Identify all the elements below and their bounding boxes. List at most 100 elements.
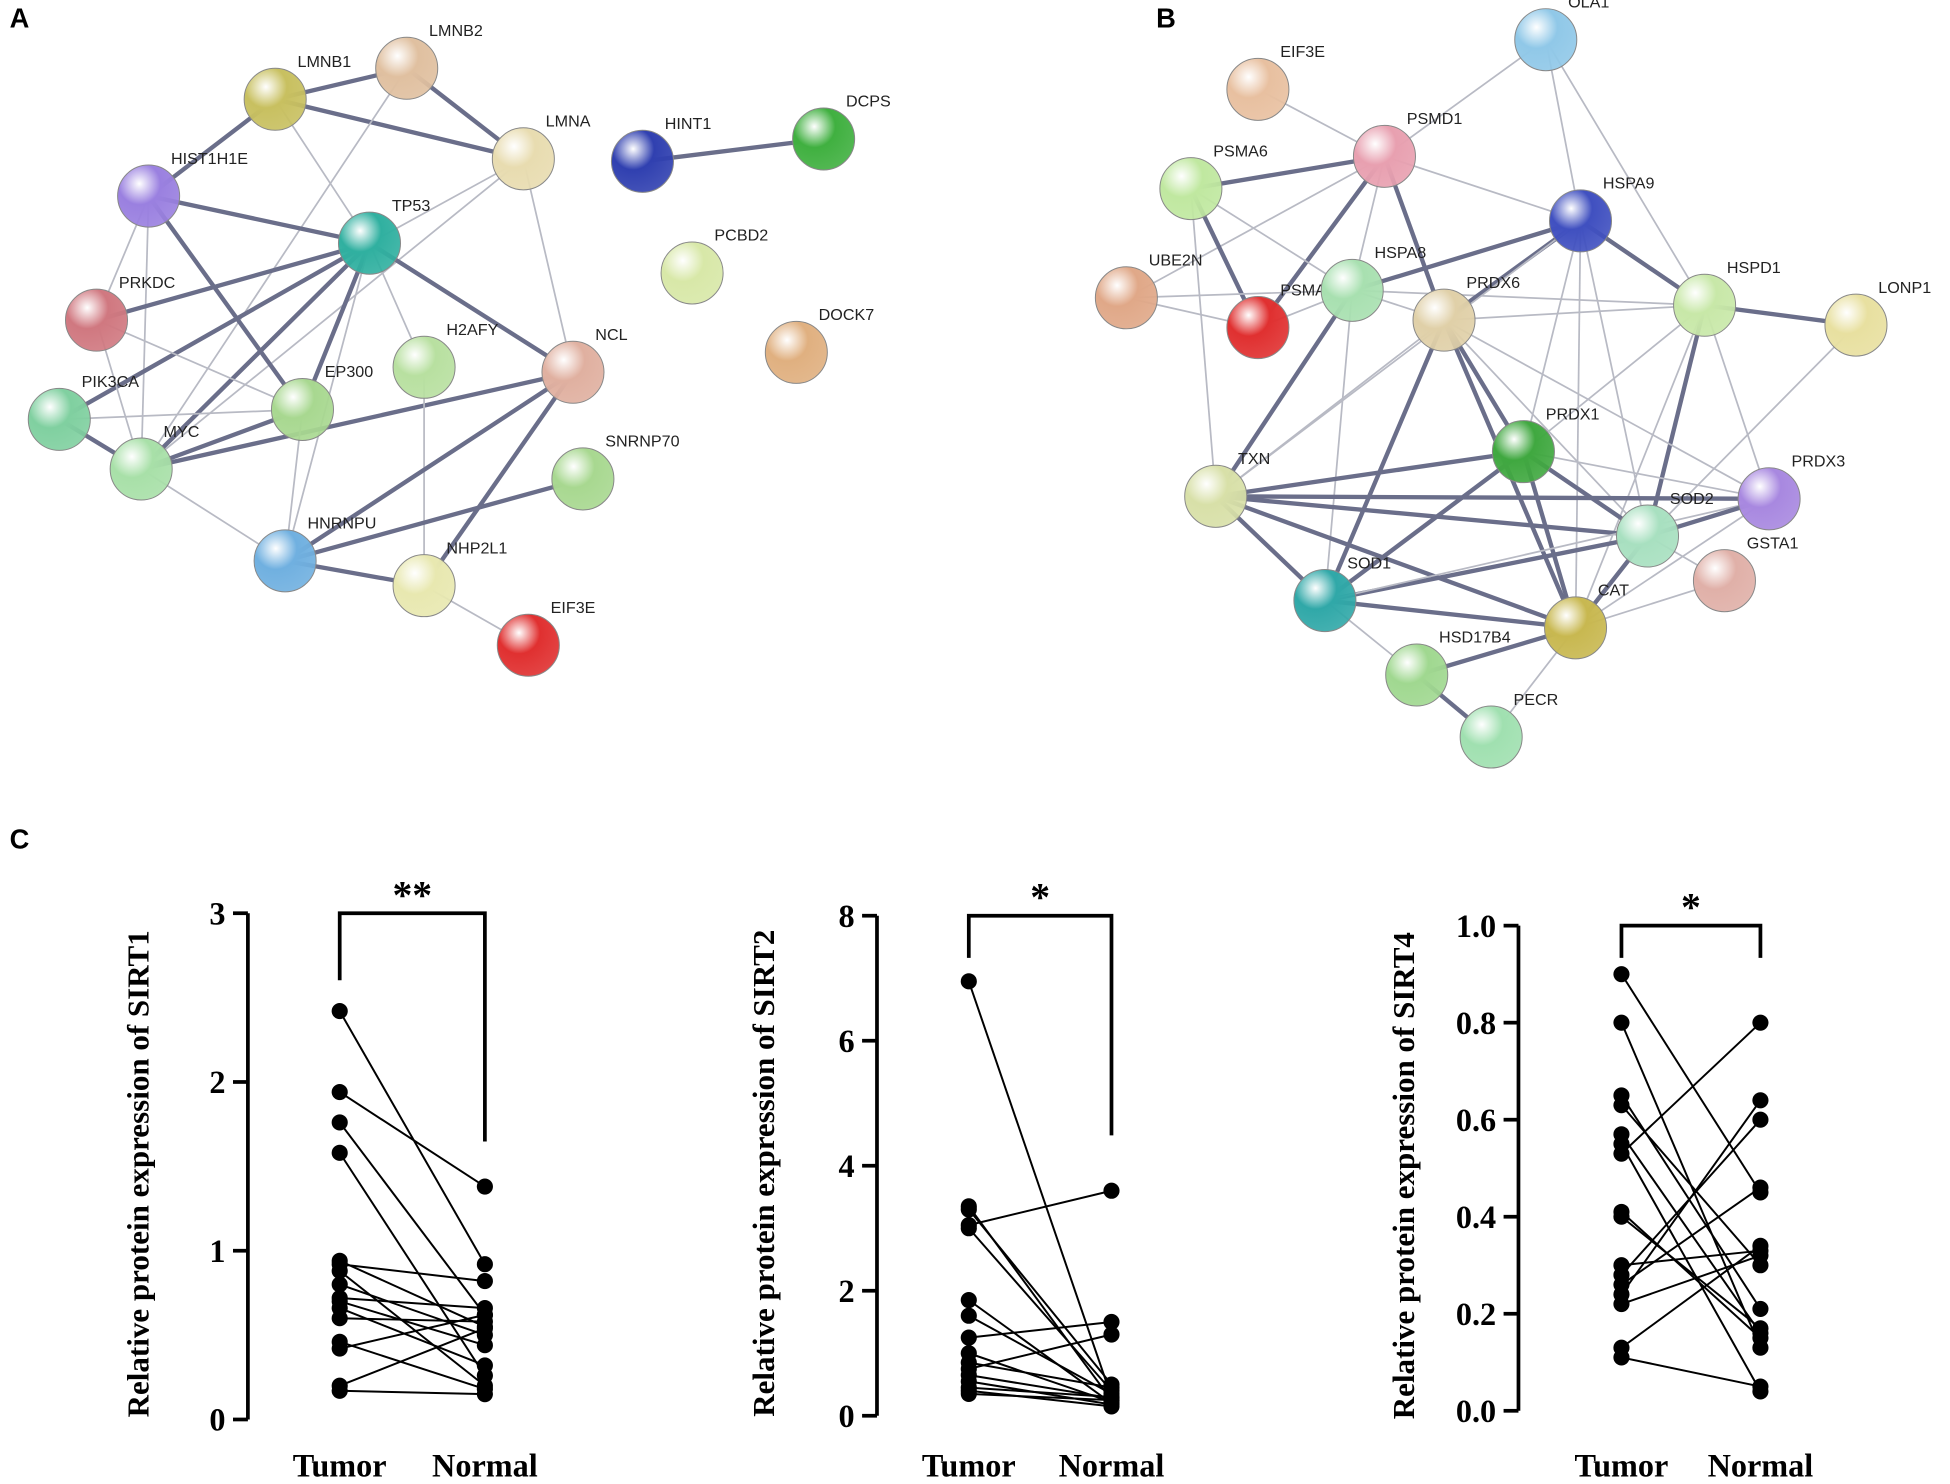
pair-line	[968, 1392, 1112, 1402]
node-label: HSD17B4	[1439, 629, 1511, 647]
node-label: HSPA8	[1375, 244, 1427, 262]
point	[960, 1385, 977, 1402]
node-label: EIF3E	[551, 599, 596, 617]
panel-label: A	[10, 2, 30, 33]
node-label: PRKDC	[119, 274, 176, 292]
edge	[1126, 289, 1353, 299]
y-tick-label: 1	[209, 1233, 225, 1269]
x-tick-label: Tumor	[922, 1448, 1016, 1484]
y-tick-label: 2	[839, 1273, 855, 1309]
node	[1615, 504, 1680, 568]
y-axis-label: Relative protein expression of SIRT4	[1386, 932, 1421, 1419]
point	[1103, 1313, 1120, 1331]
pair-line	[968, 1208, 1113, 1386]
node	[660, 241, 724, 305]
node-label: DCPS	[846, 93, 891, 111]
point	[331, 1340, 348, 1357]
point	[1752, 1300, 1769, 1317]
node	[27, 387, 91, 451]
edge	[1351, 218, 1582, 293]
edge	[96, 319, 303, 411]
y-tick-label: 8	[839, 898, 855, 934]
edge	[1545, 39, 1706, 306]
node	[1293, 569, 1357, 633]
node-label: TP53	[392, 197, 431, 215]
significance-bracket	[966, 913, 1114, 1136]
point	[960, 1220, 977, 1237]
node	[1412, 288, 1476, 352]
y-tick-label: 0.4	[1456, 1199, 1496, 1235]
node-label: LONP1	[1878, 279, 1931, 297]
node	[541, 340, 605, 404]
y-tick-label: 0.6	[1456, 1102, 1496, 1138]
x-tick-label: Normal	[1708, 1448, 1814, 1484]
pair-line	[339, 1340, 486, 1391]
edge	[1190, 154, 1385, 191]
node-label: TXN	[1238, 450, 1270, 468]
node	[253, 529, 317, 593]
edge	[1190, 188, 1217, 497]
point	[1613, 1097, 1630, 1114]
y-tick-label: 0.8	[1456, 1005, 1496, 1041]
node-label: NHP2L1	[446, 539, 507, 557]
node	[375, 36, 439, 100]
y-tick-label: 1.0	[1456, 908, 1496, 944]
edge	[1324, 598, 1576, 631]
edge	[1324, 497, 1770, 602]
node	[1548, 189, 1613, 253]
node	[610, 129, 674, 193]
pair-line	[339, 1300, 486, 1347]
point	[476, 1337, 493, 1354]
node-label: NCL	[595, 326, 627, 344]
point	[476, 1306, 493, 1323]
x-tick-label: Tumor	[1575, 1448, 1669, 1484]
node	[1320, 258, 1384, 322]
pair-line	[338, 1010, 486, 1265]
pair-line	[339, 1259, 486, 1328]
edge	[1352, 289, 1705, 307]
node	[551, 447, 615, 511]
pair-line	[968, 1389, 1112, 1408]
pair-line	[1620, 1099, 1762, 1295]
node-label: UBE2N	[1149, 252, 1203, 270]
node-label: GSTA1	[1747, 534, 1799, 552]
node	[1544, 596, 1608, 660]
point	[1613, 1145, 1630, 1162]
significance: *	[1030, 876, 1050, 920]
point	[960, 1292, 977, 1309]
network-a: LMNB1 LMNB2 LMNA HIST1H1E TP53 PRKDC H2AFY EP30…	[27, 22, 891, 677]
pair-line	[339, 1270, 486, 1387]
pair-line	[968, 1227, 1113, 1392]
significance: *	[1681, 886, 1701, 930]
pair-line	[968, 1314, 1112, 1395]
point	[476, 1320, 493, 1337]
edge	[1575, 498, 1770, 629]
point	[1103, 1326, 1120, 1343]
node-label: PCBD2	[714, 227, 768, 245]
node-label: LMNB2	[429, 22, 483, 40]
node-label: MYC	[164, 423, 200, 441]
pair-line	[968, 1321, 1112, 1339]
panel-label: B	[1156, 2, 1176, 33]
node	[392, 335, 456, 399]
node-label: PRDX1	[1546, 405, 1600, 423]
pair-line	[968, 1361, 1112, 1389]
edge	[1383, 39, 1547, 158]
node	[1184, 464, 1248, 528]
node	[1692, 549, 1756, 613]
x-tick-label: Normal	[432, 1448, 538, 1484]
point	[960, 1329, 977, 1346]
pair-line	[1620, 1215, 1762, 1330]
panel-label: C	[10, 824, 30, 855]
y-tick-label: 2	[209, 1064, 225, 1100]
node	[1159, 157, 1223, 221]
edge	[1324, 533, 1648, 603]
node-label: PSMD1	[1407, 110, 1463, 128]
node	[243, 67, 307, 131]
pair-line	[339, 1389, 485, 1396]
pair-line	[338, 1152, 486, 1377]
node-label: PECR	[1514, 691, 1559, 709]
node	[491, 127, 555, 191]
pair-line	[1620, 1186, 1761, 1286]
node-label: LMNA	[546, 113, 591, 131]
